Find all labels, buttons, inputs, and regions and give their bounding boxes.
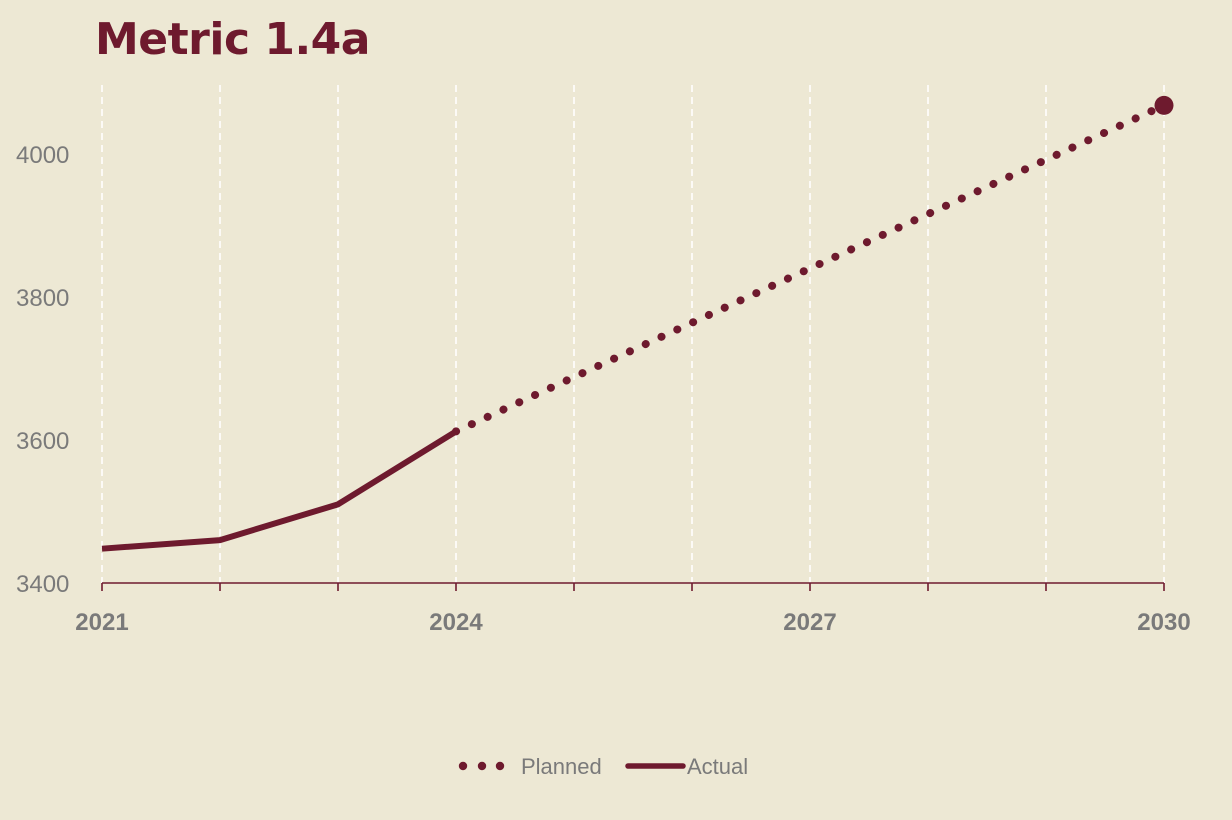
y-tick-label: 3400 [16, 571, 69, 598]
x-tick-label: 2024 [429, 609, 483, 636]
x-tick-label: 2030 [1137, 609, 1190, 636]
y-tick-label: 4000 [16, 142, 69, 169]
planned-end-point [1154, 95, 1174, 115]
chart-title: Metric 1.4a [95, 14, 370, 65]
x-tick-label: 2027 [783, 609, 836, 636]
legend-swatch-planned [495, 761, 505, 771]
y-tick-label: 3600 [16, 428, 69, 455]
legend-label-planned: Planned [521, 754, 602, 779]
x-tick-label: 2021 [75, 609, 128, 636]
legend-swatch-planned [477, 761, 487, 771]
series-line-actual [101, 428, 458, 552]
legend-label-actual: Actual [687, 754, 748, 779]
legend-swatch-planned [458, 761, 468, 771]
y-tick-label: 3800 [16, 285, 69, 312]
